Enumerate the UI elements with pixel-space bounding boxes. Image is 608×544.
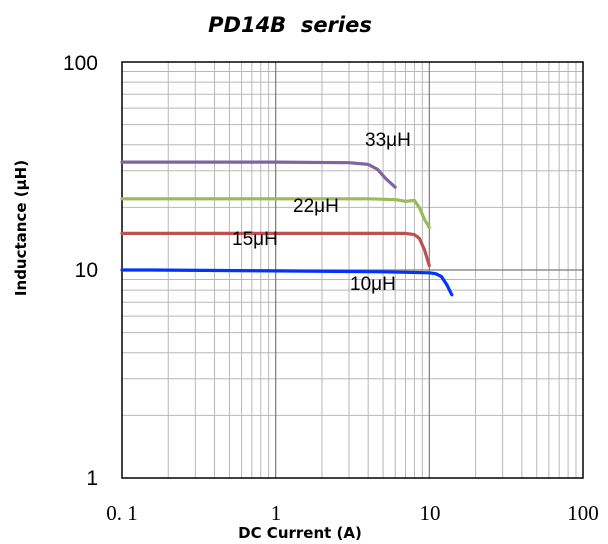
series-layer xyxy=(120,160,454,297)
series-label-15uh: 15μH xyxy=(232,229,278,250)
x-tick-label-10: 10 xyxy=(420,501,441,525)
series-line-33h xyxy=(120,160,397,189)
x-tick-label-0-1: 0. 1 xyxy=(106,501,138,525)
x-axis-label: DC Current (A) xyxy=(238,524,362,542)
series-label-10uh: 10μH xyxy=(350,274,396,295)
series-line-15h xyxy=(120,231,431,268)
series-line-22h xyxy=(120,197,431,230)
x-tick-label-100: 100 xyxy=(567,501,599,525)
chart-title: PD14B series xyxy=(208,13,372,37)
series-label-22uh: 22μH xyxy=(293,196,339,217)
y-tick-label-1: 1 xyxy=(86,467,98,490)
x-tick-label-1: 1 xyxy=(271,501,282,525)
series-line-10h xyxy=(120,268,454,297)
y-axis-label: Inductance (μH) xyxy=(12,160,30,296)
y-tick-label-10: 10 xyxy=(75,259,98,282)
series-label-33uh: 33μH xyxy=(365,130,411,151)
y-tick-label-100: 100 xyxy=(63,52,98,75)
